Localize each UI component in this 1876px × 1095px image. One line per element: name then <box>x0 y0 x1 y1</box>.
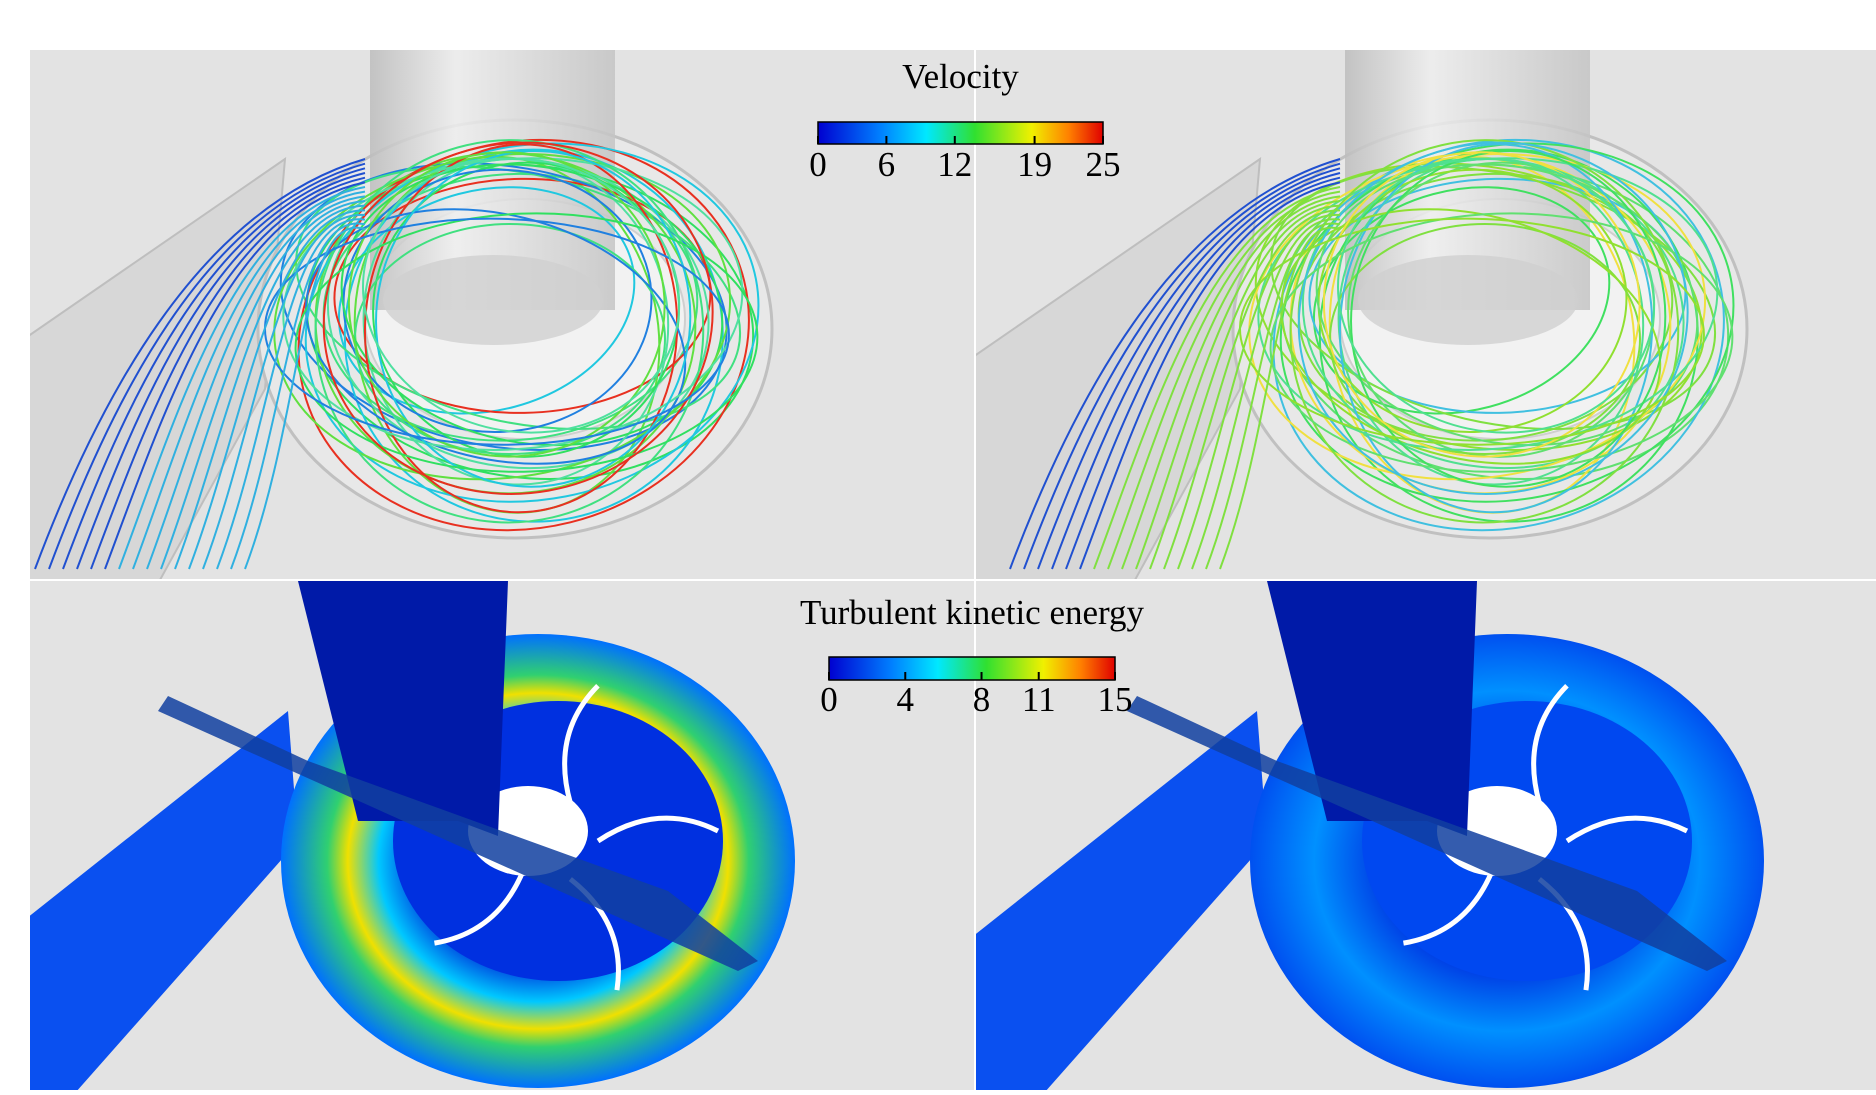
tick-label: 25 <box>1086 145 1121 184</box>
page: {"colorbars": [ {"title": "Velocity", "l… <box>0 0 1876 1090</box>
tick-label: 15 <box>1098 680 1133 719</box>
tick-label: 19 <box>1017 145 1052 184</box>
colorbar <box>829 657 1115 680</box>
figure: Velocity 0 6 12 19 25 Turbulent kinetic energy… <box>0 0 1876 1090</box>
inlet-mouth <box>383 255 603 345</box>
tick-label: 4 <box>897 680 915 719</box>
tick-label: 0 <box>820 680 838 719</box>
tick-label: 8 <box>973 680 991 719</box>
colorbar-title: Turbulent kinetic energy <box>800 593 1145 632</box>
colorbar <box>818 122 1103 144</box>
tick-label: 12 <box>937 145 972 184</box>
colorbar-title: Velocity <box>902 57 1019 96</box>
tick-label: 11 <box>1022 680 1056 719</box>
tick-label: 0 <box>809 145 827 184</box>
inlet-mouth <box>1358 255 1578 345</box>
tick-label: 6 <box>878 145 896 184</box>
